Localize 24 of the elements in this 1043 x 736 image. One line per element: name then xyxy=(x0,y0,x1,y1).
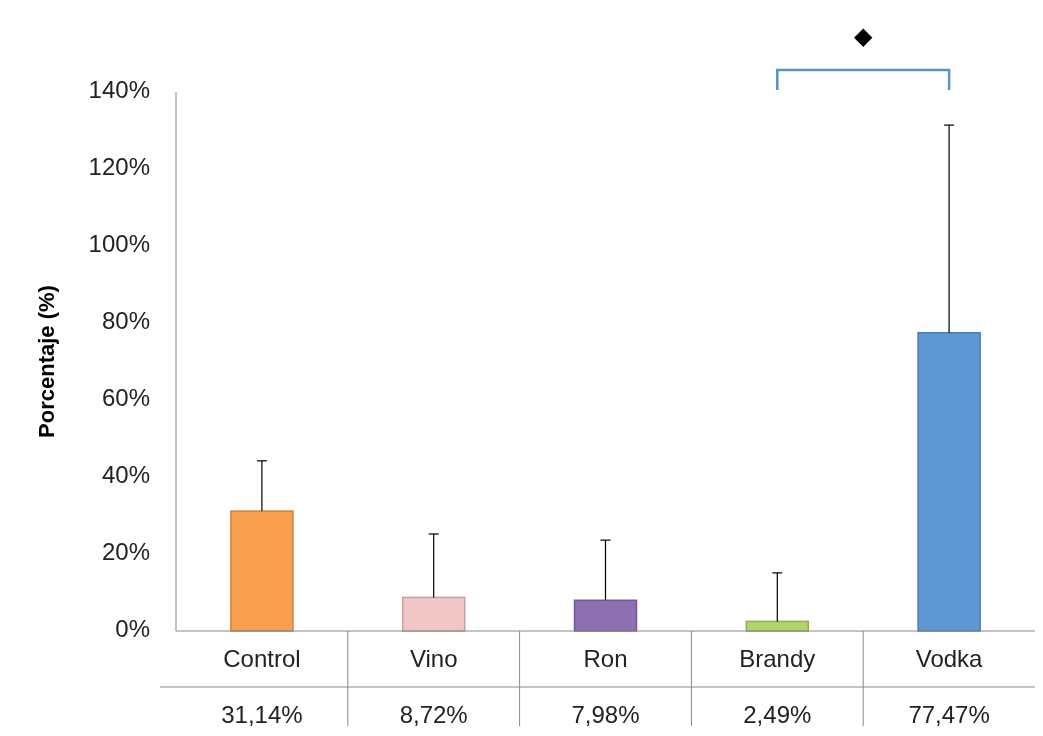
x-tick-label: Vodka xyxy=(915,645,984,673)
data-label: 31,14% xyxy=(221,701,303,729)
x-tick-label: Ron xyxy=(583,645,628,673)
data-label: 77,47% xyxy=(908,701,990,729)
y-tick-label: 0% xyxy=(115,615,150,643)
x-tick-label: Vino xyxy=(409,645,458,673)
y-tick-label: 100% xyxy=(88,230,150,258)
bar xyxy=(573,599,638,632)
data-label: 2,49% xyxy=(743,701,812,729)
y-tick-label: 60% xyxy=(101,384,150,412)
y-tick-label: 40% xyxy=(101,461,150,489)
y-tick-label: 80% xyxy=(101,307,150,335)
x-tick-label: Control xyxy=(223,645,301,673)
y-tick-label: 120% xyxy=(88,153,150,181)
bar xyxy=(917,331,981,632)
y-axis-title: Porcentaje (%) xyxy=(33,285,59,438)
bar xyxy=(230,510,294,632)
y-tick-label: 20% xyxy=(101,538,150,566)
data-label: 8,72% xyxy=(399,701,468,729)
bar xyxy=(401,596,466,632)
text: ◆ xyxy=(854,22,874,50)
x-tick-label: Brandy xyxy=(739,645,816,673)
y-tick-label: 140% xyxy=(88,76,150,104)
data-label: 7,98% xyxy=(571,701,640,729)
